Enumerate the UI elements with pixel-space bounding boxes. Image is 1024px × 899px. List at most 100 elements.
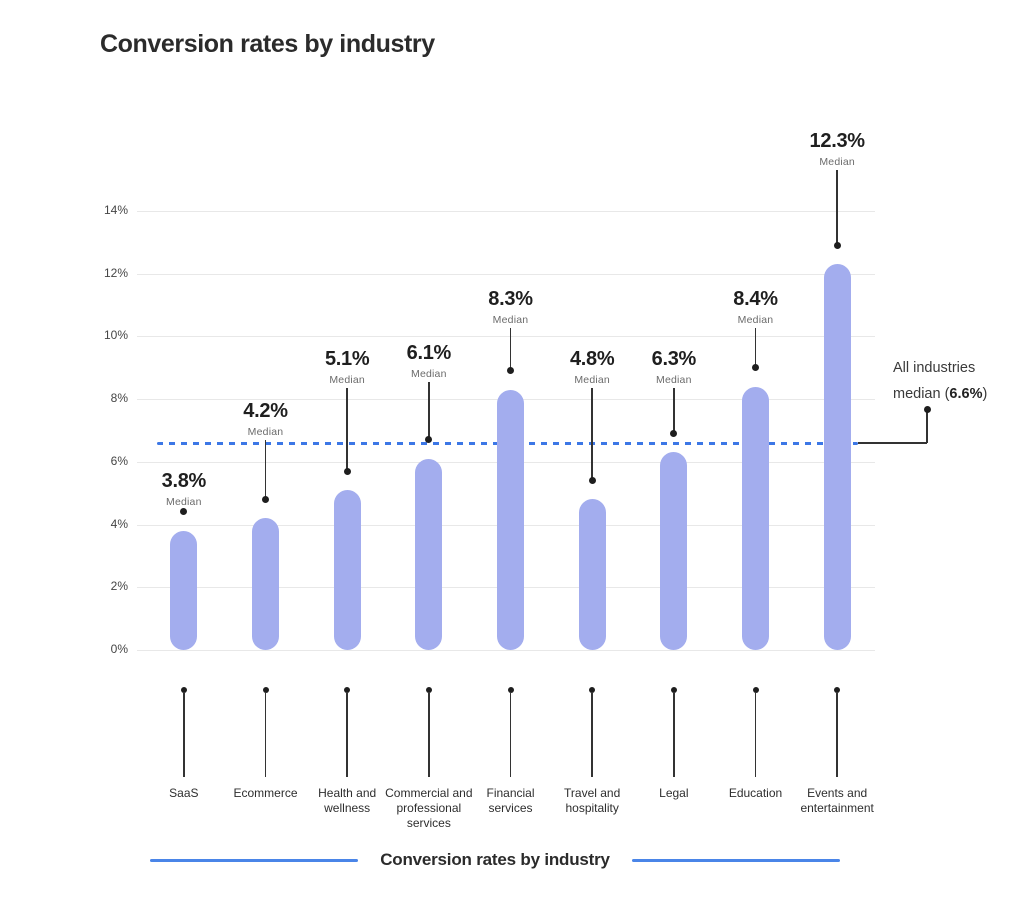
median-annotation: All industries median (6.6%) bbox=[893, 355, 1013, 407]
median-annotation-suffix: ) bbox=[982, 386, 988, 402]
y-axis-tick-label: 2% bbox=[110, 579, 128, 594]
bar-Health and wellness bbox=[333, 490, 361, 650]
callout-pin-line bbox=[754, 328, 757, 368]
category-pin-dot bbox=[752, 687, 759, 693]
category-label-Ecommerce: Ecommerce bbox=[233, 786, 298, 800]
value-label: 12.3% bbox=[809, 130, 866, 152]
category-pin-line bbox=[836, 693, 838, 777]
value-label: 6.1% bbox=[406, 342, 452, 364]
y-axis-tick-label: 0% bbox=[110, 642, 128, 656]
annotation-connector-dot bbox=[923, 406, 931, 414]
median-annotation-line1: All industries bbox=[893, 360, 976, 376]
category-label-Health and wellness: Health and wellness bbox=[318, 786, 377, 815]
median-sublabel: Median bbox=[492, 314, 529, 326]
category-label-Education: Education bbox=[728, 786, 783, 800]
median-annotation-value: 6.6% bbox=[949, 386, 983, 402]
category-pin-line bbox=[754, 693, 757, 777]
category-pin-line bbox=[183, 693, 185, 777]
value-callout: 5.1% Median bbox=[287, 348, 407, 386]
value-label: 4.2% bbox=[243, 400, 288, 422]
category-pin-dot bbox=[344, 687, 351, 693]
y-axis-tick-label: 10% bbox=[103, 328, 128, 343]
bar-SaaS bbox=[170, 530, 198, 650]
callout-pin-line bbox=[673, 388, 675, 434]
median-sublabel: Median bbox=[166, 496, 202, 508]
category-pin-dot bbox=[507, 687, 514, 693]
callout-pin-dot bbox=[670, 429, 678, 437]
category-pin-dot bbox=[834, 687, 841, 693]
gridline-10% bbox=[137, 336, 875, 338]
bar-Travel and hospitality bbox=[578, 499, 606, 650]
caption-rule-right bbox=[631, 858, 841, 862]
category-pin-line bbox=[264, 693, 267, 777]
annotation-connector-horizontal bbox=[858, 442, 927, 444]
category-pin-line bbox=[673, 693, 675, 777]
callout-pin-dot bbox=[180, 508, 188, 516]
callout-pin-dot bbox=[343, 467, 351, 475]
callout-pin-dot bbox=[833, 241, 841, 249]
value-callout: 6.3% Median bbox=[614, 348, 734, 386]
category-label-Commercial and professional services: Commercial and professional services bbox=[385, 786, 473, 830]
category-label-Legal: Legal bbox=[659, 786, 689, 800]
median-sublabel: Median bbox=[411, 368, 447, 380]
median-sublabel: Median bbox=[819, 156, 855, 168]
median-sublabel: Median bbox=[247, 426, 284, 438]
gridline-0% bbox=[137, 650, 875, 651]
callout-pin-dot bbox=[425, 436, 433, 444]
y-axis-tick-label: 4% bbox=[110, 516, 128, 531]
value-label: 3.8% bbox=[161, 470, 207, 492]
value-callout: 8.4% Median bbox=[696, 288, 816, 326]
callout-pin-dot bbox=[507, 367, 514, 375]
page-title: Conversion rates by industry bbox=[100, 30, 435, 58]
category-label-Events and entertainment: Events and entertainment bbox=[800, 786, 874, 815]
category-pin-dot bbox=[262, 687, 269, 693]
value-label: 8.4% bbox=[733, 288, 778, 310]
y-axis-tick-label: 8% bbox=[110, 391, 128, 406]
callout-pin-line bbox=[428, 382, 430, 440]
bar-Events and entertainment bbox=[823, 264, 851, 650]
value-label: 6.3% bbox=[651, 348, 697, 370]
callout-pin-line bbox=[264, 440, 267, 500]
category-pin-line bbox=[509, 693, 512, 777]
category-label-Travel and hospitality: Travel and hospitality bbox=[564, 786, 621, 815]
category-pin-line bbox=[428, 693, 430, 777]
chart-caption: Conversion rates by industry bbox=[150, 850, 841, 870]
median-annotation-prefix: median ( bbox=[893, 386, 950, 402]
caption-rule-left bbox=[150, 858, 359, 862]
bar-Legal bbox=[660, 452, 688, 650]
median-sublabel: Median bbox=[656, 374, 692, 386]
callout-pin-dot bbox=[588, 476, 596, 484]
category-label-Financial services: Financial services bbox=[486, 786, 535, 815]
gridline-14% bbox=[137, 211, 875, 212]
category-pin-dot bbox=[589, 687, 596, 693]
category-pin-line bbox=[346, 693, 348, 777]
caption-text: Conversion rates by industry bbox=[380, 850, 610, 869]
median-sublabel: Median bbox=[574, 374, 610, 386]
value-callout: 4.2% Median bbox=[206, 400, 326, 438]
value-label: 8.3% bbox=[488, 288, 533, 310]
value-label: 5.1% bbox=[324, 348, 370, 370]
category-label-SaaS: SaaS bbox=[169, 786, 199, 800]
value-callout: 6.1% Median bbox=[369, 342, 489, 380]
value-label: 4.8% bbox=[569, 348, 615, 370]
bar-Education bbox=[742, 386, 769, 650]
annotation-connector-vertical bbox=[926, 410, 928, 444]
value-callout: 4.8% Median bbox=[532, 348, 652, 386]
gridline-12% bbox=[137, 273, 875, 275]
category-pin-dot bbox=[180, 687, 187, 693]
y-axis-tick-label: 12% bbox=[103, 265, 128, 280]
value-callout: 12.3% Median bbox=[777, 130, 897, 168]
value-callout: 8.3% Median bbox=[451, 288, 571, 326]
value-callout: 3.8% Median bbox=[124, 470, 244, 508]
callout-pin-line bbox=[346, 388, 348, 472]
median-sublabel: Median bbox=[737, 314, 774, 326]
bar-Ecommerce bbox=[252, 518, 279, 650]
category-pin-dot bbox=[425, 687, 432, 693]
callout-pin-dot bbox=[752, 364, 759, 372]
median-sublabel: Median bbox=[329, 374, 365, 386]
y-axis-tick-label: 6% bbox=[110, 453, 128, 468]
bar-Commercial and professional services bbox=[415, 458, 443, 650]
y-axis-tick-label: 14% bbox=[103, 203, 128, 217]
bar-Financial services bbox=[497, 389, 524, 650]
callout-pin-dot bbox=[262, 495, 269, 503]
